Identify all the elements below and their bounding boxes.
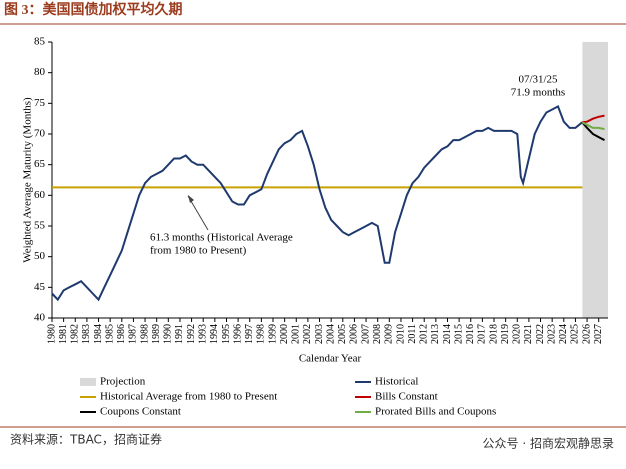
legend-label: Bills Constant (375, 391, 438, 403)
x-tick-label: 2014 (442, 324, 453, 344)
x-tick-label: 2003 (314, 324, 325, 344)
peak-annotation: 07/31/25 (518, 74, 558, 86)
y-tick-label: 45 (34, 281, 46, 293)
projection-band (582, 42, 608, 318)
x-axis-label: Calendar Year (299, 353, 362, 365)
x-tick-label: 1988 (139, 324, 150, 344)
x-tick-label: 1980 (46, 324, 57, 344)
y-tick-label: 65 (34, 158, 46, 170)
y-tick-label: 70 (34, 128, 46, 140)
legend-swatch (80, 378, 96, 386)
x-tick-label: 1983 (81, 324, 92, 344)
legend-label: Prorated Bills and Coupons (375, 406, 496, 418)
x-tick-label: 1996 (232, 324, 243, 344)
x-tick-label: 1991 (174, 324, 185, 344)
x-tick-label: 2000 (279, 324, 290, 344)
x-tick-label: 2001 (291, 324, 302, 344)
x-tick-label: 2006 (349, 324, 360, 344)
legend-label: Projection (100, 376, 146, 388)
x-tick-label: 1990 (163, 324, 174, 344)
series-line (51, 104, 583, 302)
figure-title: 图 3：美国国债加权平均久期 (4, 1, 183, 18)
x-tick-label: 2019 (500, 324, 511, 344)
x-tick-label: 1989 (151, 324, 162, 344)
x-tick-label: 2021 (523, 324, 534, 344)
x-tick-label: 2010 (395, 324, 406, 344)
series-line (581, 121, 605, 141)
x-tick-label: 2012 (419, 324, 430, 344)
arrow-head (188, 195, 194, 203)
x-tick-label: 1985 (104, 324, 115, 344)
x-tick-label: 2024 (558, 324, 569, 344)
legend-label: Historical (375, 376, 418, 388)
x-tick-label: 1997 (244, 324, 255, 344)
x-tick-label: 1986 (116, 324, 127, 344)
x-tick-label: 2005 (337, 324, 348, 344)
x-tick-label: 1984 (93, 324, 104, 344)
peak-annotation: 71.9 months (511, 87, 565, 99)
x-tick-label: 2009 (384, 324, 395, 344)
y-tick-label: 50 (34, 250, 46, 262)
x-tick-label: 2027 (593, 324, 604, 344)
legend-label: Historical Average from 1980 to Present (100, 391, 277, 403)
x-tick-label: 1995 (221, 324, 232, 344)
y-tick-label: 80 (34, 66, 46, 78)
x-tick-label: 1999 (267, 324, 278, 344)
x-tick-label: 1998 (256, 324, 267, 344)
y-tick-label: 75 (34, 97, 46, 109)
series-line (581, 121, 605, 131)
x-tick-label: 2017 (477, 324, 488, 344)
x-tick-label: 2013 (430, 324, 441, 344)
y-axis-label: Weighted Average Maturity (Months) (22, 97, 34, 263)
source: 资料来源：TBAC，招商证券 (10, 432, 162, 447)
x-tick-label: 2015 (453, 324, 464, 344)
x-tick-label: 2007 (360, 324, 371, 344)
x-tick-label: 1993 (198, 324, 209, 344)
x-tick-label: 1987 (128, 324, 139, 344)
series-line (582, 114, 605, 124)
x-tick-label: 2025 (570, 324, 581, 344)
y-tick-label: 40 (34, 312, 46, 324)
x-tick-label: 2011 (407, 324, 418, 344)
x-tick-label: 2022 (535, 324, 546, 344)
x-tick-label: 1982 (70, 324, 81, 344)
x-tick-label: 2018 (488, 324, 499, 344)
x-tick-label: 1992 (186, 324, 197, 344)
x-tick-label: 2026 (581, 324, 592, 344)
watermark: 公众号 · 招商宏观静思录 (483, 436, 614, 451)
x-tick-label: 2002 (302, 324, 313, 344)
x-tick-label: 2023 (546, 324, 557, 344)
legend-label: Coupons Constant (100, 406, 181, 418)
y-tick-label: 85 (34, 36, 46, 48)
x-tick-label: 1981 (58, 324, 69, 344)
y-tick-label: 55 (34, 220, 46, 232)
x-tick-label: 2016 (465, 324, 476, 344)
average-annotation: from 1980 to Present) (150, 245, 247, 257)
x-tick-label: 2020 (512, 324, 523, 344)
average-annotation: 61.3 months (Historical Average (150, 232, 293, 244)
x-tick-label: 2004 (325, 324, 336, 344)
x-tick-label: 1994 (209, 324, 220, 344)
y-tick-label: 60 (34, 189, 46, 201)
x-tick-label: 2008 (372, 324, 383, 344)
